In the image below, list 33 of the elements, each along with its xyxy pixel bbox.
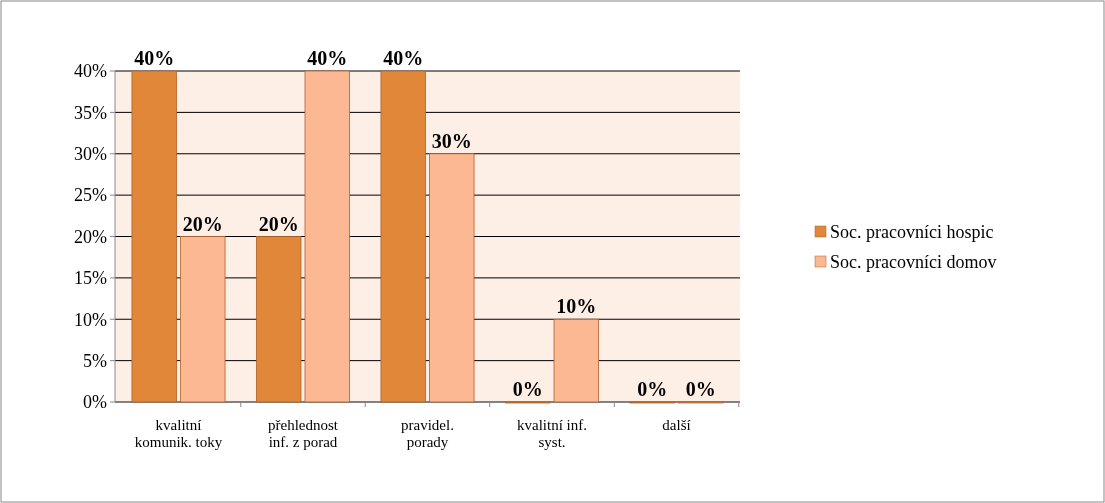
x-tick-label: kvalitní komunik. toky [134, 417, 223, 450]
y-tick-label: 5% [83, 350, 107, 371]
bar [429, 153, 475, 403]
data-label: 20% [182, 212, 223, 235]
bar [380, 70, 426, 403]
y-tick-label: 10% [74, 309, 107, 330]
y-tick-label: 20% [74, 226, 107, 247]
data-label: 10% [556, 295, 597, 318]
legend-label: Soc. pracovníci domov [830, 252, 997, 273]
y-tick-label: 25% [74, 185, 107, 206]
x-tick-label: další [662, 417, 691, 433]
y-tick-label: 15% [74, 268, 107, 289]
data-label: 0% [637, 378, 668, 400]
bar [256, 236, 302, 403]
data-label: 20% [258, 212, 299, 235]
bar [131, 70, 177, 403]
data-label: 40% [134, 47, 175, 69]
bar [553, 318, 599, 403]
y-tick-label: 40% [74, 61, 107, 82]
data-label: 40% [307, 47, 348, 69]
data-label: 40% [383, 47, 424, 69]
y-tick-label: 30% [74, 144, 107, 165]
legend-label: Soc. pracovníci hospic [830, 222, 994, 243]
x-tick-label: přehlednost inf. z porad [268, 417, 339, 450]
data-label: 0% [512, 378, 543, 400]
bar [304, 70, 350, 403]
y-tick-label: 0% [83, 392, 107, 413]
x-tick-label: kvalitní inf. syst. [517, 417, 587, 450]
data-label: 30% [431, 129, 472, 152]
data-label: 0% [685, 378, 716, 400]
y-tick-label: 35% [74, 102, 107, 123]
x-tick-label: pravidel. porady [401, 417, 454, 450]
bar [180, 236, 226, 403]
